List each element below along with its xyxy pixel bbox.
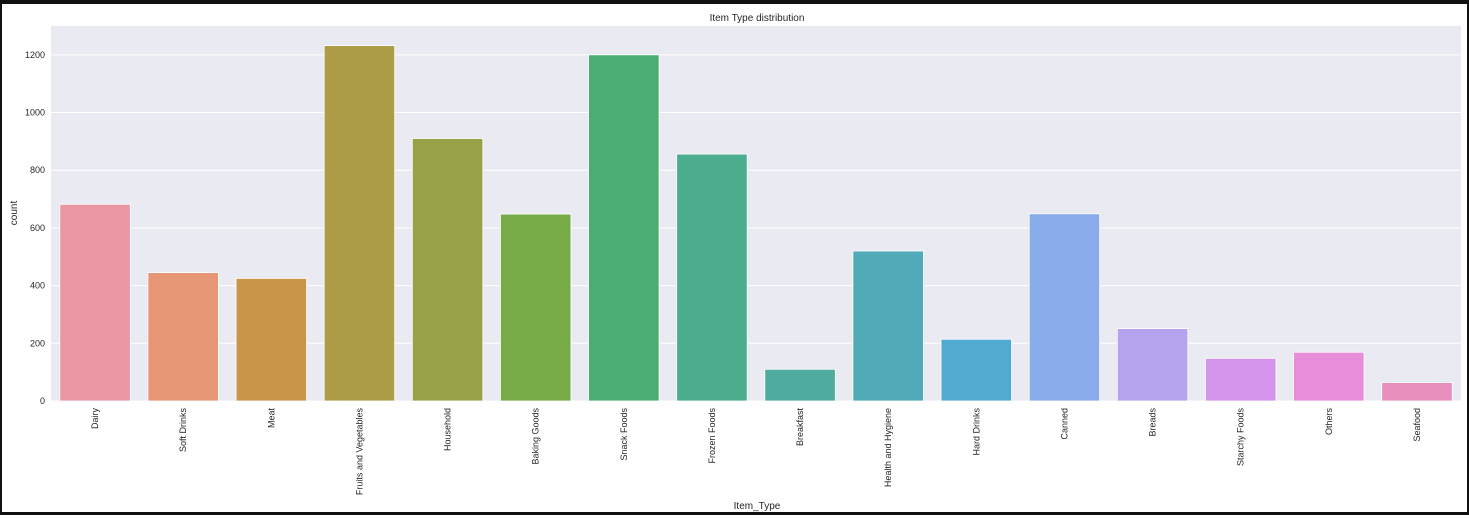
x-tick-label: Frozen Foods: [707, 408, 717, 464]
y-tick-label: 0: [40, 396, 45, 406]
bar-meat: [235, 278, 307, 402]
bar-breakfast: [764, 368, 836, 402]
bar-breads: [1116, 328, 1189, 402]
x-tick-label: Snack Foods: [619, 408, 629, 461]
y-tick-label: 200: [30, 338, 45, 348]
x-tick-label: Household: [443, 408, 453, 451]
y-tick-label: 800: [30, 165, 45, 175]
bars: [59, 45, 1453, 402]
x-tick-label: Breakfast: [795, 408, 805, 447]
y-tick-label: 1200: [25, 50, 45, 60]
bar-frozen-foods: [676, 153, 748, 402]
x-tick-label: Dairy: [90, 408, 100, 430]
x-tick-label: Others: [1324, 408, 1334, 436]
bar-soft-drinks: [147, 272, 219, 402]
bar-others: [1293, 351, 1365, 402]
bar-starchy-foods: [1205, 357, 1277, 402]
x-tick-label: Fruits and Vegetables: [354, 408, 364, 496]
bar-seafood: [1381, 382, 1453, 402]
y-tick-label: 1000: [25, 108, 45, 118]
x-tick-label: Meat: [266, 408, 276, 429]
bar-snack-foods: [588, 54, 660, 402]
x-tick-label: Breads: [1148, 408, 1158, 437]
bar-fruits-and-vegetables: [323, 45, 396, 402]
x-tick-label: Baking Goods: [531, 408, 541, 465]
x-tick-label: Starchy Foods: [1236, 408, 1246, 467]
bar-household: [411, 138, 484, 402]
y-tick-label: 600: [30, 223, 45, 233]
x-axis-label: Item_Type: [734, 501, 781, 512]
bar-dairy: [59, 203, 131, 402]
y-axis-label: count: [9, 201, 20, 226]
x-tick-label: Hard Drinks: [971, 408, 981, 456]
x-tick-label: Soft Drinks: [178, 408, 188, 453]
bar-chart: Item Type distribution 0 200 400 600 800 1000…: [9, 13, 1461, 512]
chart-title: Item Type distribution: [710, 13, 805, 24]
bar-health-and-hygiene: [852, 250, 924, 402]
x-tick-label: Canned: [1059, 408, 1069, 440]
bar-canned: [1028, 213, 1101, 402]
x-tick-label: Seafood: [1412, 408, 1422, 442]
x-tick-label: Health and Hygiene: [883, 408, 893, 487]
y-tick-label: 400: [30, 281, 45, 291]
x-axis-ticks: Dairy Soft Drinks Meat Fruits and Vegetable…: [90, 408, 1422, 496]
bar-hard-drinks: [940, 338, 1012, 402]
y-axis-ticks: 0 200 400 600 800 1000 1200: [25, 50, 45, 406]
bar-baking-goods: [500, 213, 572, 402]
